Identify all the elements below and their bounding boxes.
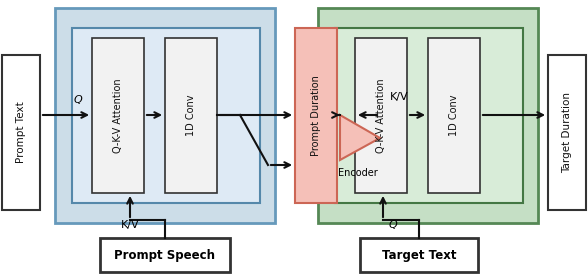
Text: Q: Q: [389, 220, 397, 230]
Polygon shape: [340, 115, 380, 160]
Text: K/V: K/V: [121, 220, 139, 230]
Bar: [428, 38, 480, 193]
Text: Q-K-V Attention: Q-K-V Attention: [376, 78, 386, 153]
Bar: [165, 38, 217, 193]
Bar: [318, 8, 538, 223]
Bar: [55, 8, 275, 223]
Bar: [355, 38, 407, 193]
Text: Prompt Duration: Prompt Duration: [311, 75, 321, 156]
Bar: [72, 28, 260, 203]
Text: Target Text: Target Text: [382, 248, 456, 261]
Bar: [335, 28, 523, 203]
Text: Prompt Text: Prompt Text: [16, 102, 26, 163]
Text: 1D Conv: 1D Conv: [186, 95, 196, 136]
Bar: [2, 55, 40, 210]
Text: Target Duration: Target Duration: [562, 92, 572, 173]
Text: Prompt Speech: Prompt Speech: [115, 248, 215, 261]
Bar: [100, 238, 230, 272]
Text: Q-K-V Attention: Q-K-V Attention: [113, 78, 123, 153]
Text: Q: Q: [74, 95, 82, 105]
Bar: [295, 28, 337, 203]
Bar: [548, 55, 586, 210]
Text: K/V: K/V: [390, 92, 409, 102]
Bar: [360, 238, 478, 272]
Text: 1D Conv: 1D Conv: [449, 95, 459, 136]
Text: Encoder: Encoder: [338, 168, 378, 178]
Bar: [92, 38, 144, 193]
